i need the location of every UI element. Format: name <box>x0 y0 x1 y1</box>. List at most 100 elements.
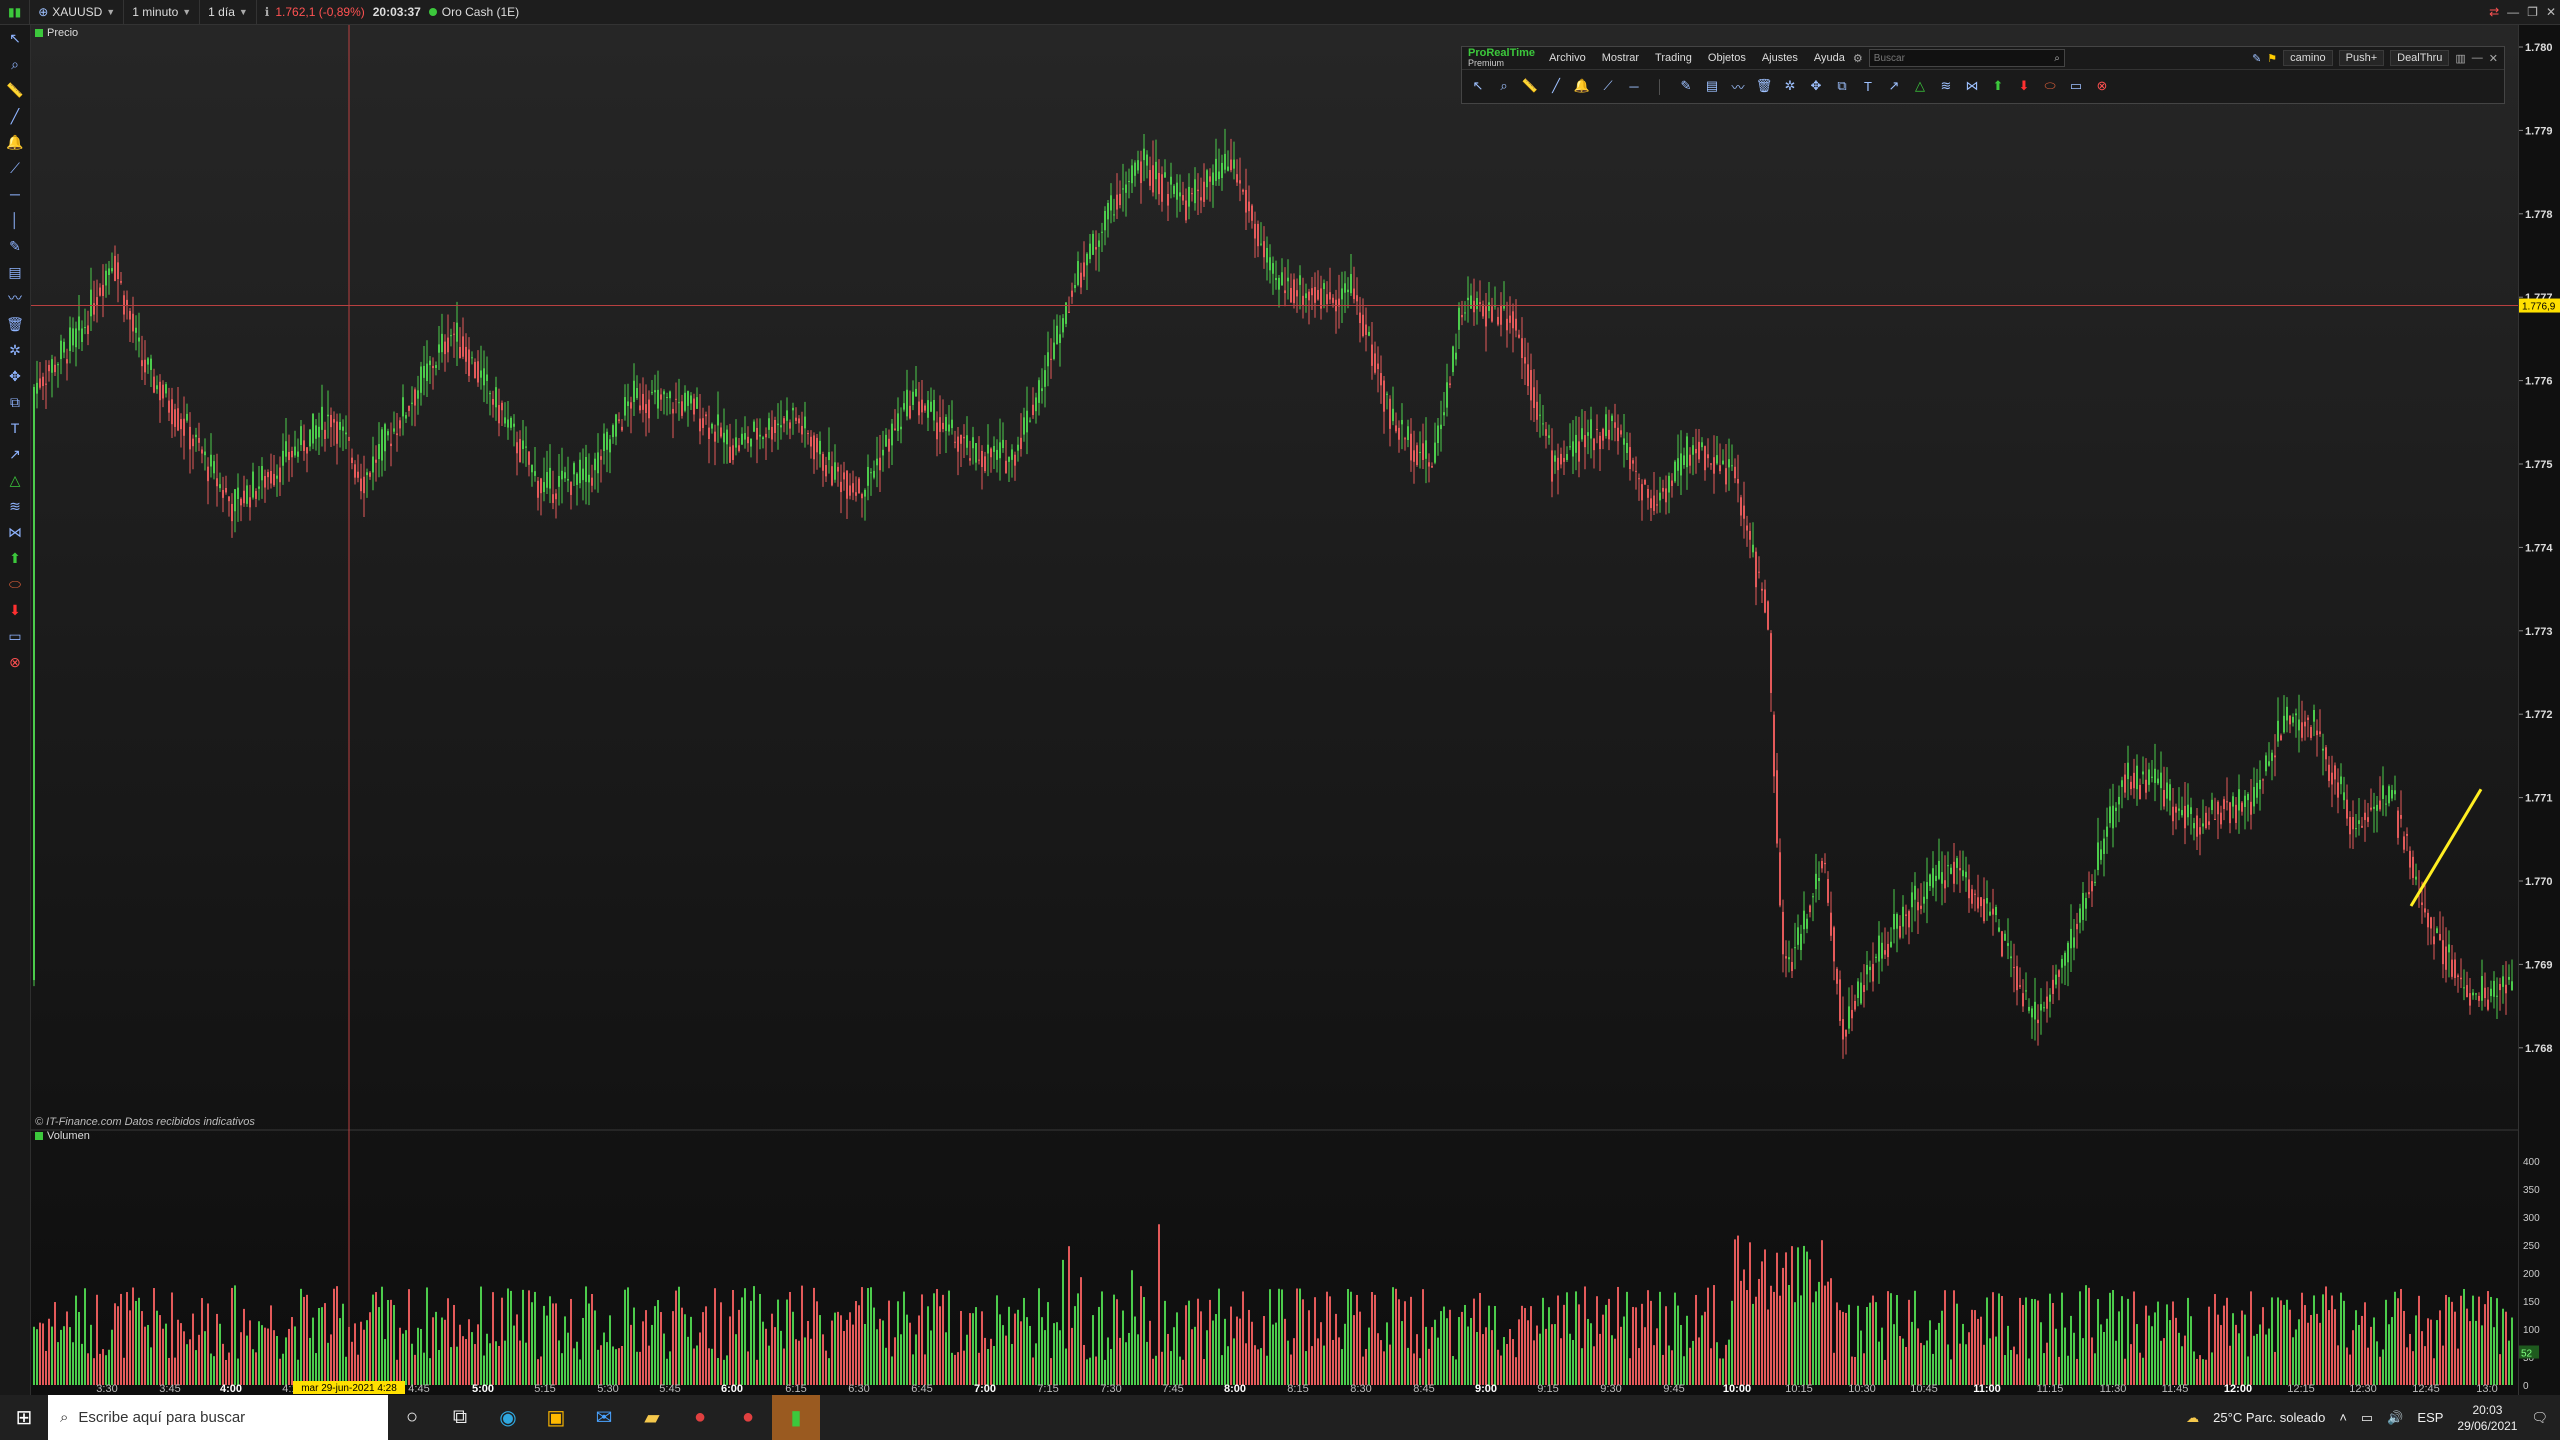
text-icon[interactable]: T <box>10 420 20 436</box>
candlestick-chart[interactable]: 3:303:454:004:154:455:005:155:305:456:00… <box>31 25 2518 1395</box>
maximize-icon[interactable]: ❐ <box>2527 5 2538 19</box>
mail-icon[interactable]: ✉ <box>595 1407 613 1429</box>
wave-icon[interactable]: 〰 <box>8 290 22 306</box>
triangle-icon[interactable]: △ <box>9 471 21 488</box>
app-red-icon[interactable]: ● <box>693 1406 707 1428</box>
wave-icon[interactable]: 〰 <box>1731 79 1745 95</box>
chevron-up-icon[interactable]: ˄ <box>2339 1410 2347 1425</box>
clock[interactable]: 20:03 29/06/2021 <box>2457 1402 2518 1433</box>
candle <box>774 416 776 442</box>
price-axis[interactable]: 1.780 1.779 1.778 1.777 1.776 1.775 1.774 1.773… <box>2518 25 2560 1395</box>
fibonacci-icon[interactable]: ≋ <box>1940 78 1952 93</box>
camino-button[interactable]: camino <box>2283 50 2333 66</box>
text-icon[interactable]: T <box>1864 78 1872 94</box>
alert-bell-icon[interactable]: 🔔 <box>6 133 24 150</box>
indicator-icon[interactable]: ▤ <box>8 263 22 280</box>
candle <box>2472 988 2474 1000</box>
search-input[interactable]: Buscar ⌕ <box>1868 49 2065 67</box>
range-selector[interactable]: 1 día ▼ <box>200 0 257 24</box>
chart-edit-icon[interactable]: ✎ <box>2252 52 2262 65</box>
fibonacci-icon[interactable]: ≋ <box>9 497 21 514</box>
windows-start-icon[interactable]: ⊞ <box>15 1407 33 1429</box>
file-explorer-icon[interactable]: ▰ <box>644 1407 660 1429</box>
channel-icon[interactable]: ⋈ <box>1965 78 1979 93</box>
arrow-icon[interactable]: ↗ <box>9 445 21 462</box>
zoom-icon[interactable]: ⌕ <box>1500 78 1508 93</box>
sell-arrow-icon[interactable]: ⬇ <box>2018 78 2030 93</box>
edge-browser-icon[interactable]: ◉ <box>499 1407 517 1429</box>
horizontal-line-icon[interactable]: ─ <box>10 186 20 202</box>
menu-ajustes[interactable]: Ajustes <box>1761 52 1798 64</box>
task-view-icon[interactable]: ⧉ <box>452 1406 468 1428</box>
ellipse-icon[interactable]: ⬭ <box>9 575 21 592</box>
menu-archivo[interactable]: Archivo <box>1549 52 1586 64</box>
volume-panel-label[interactable]: Volumen <box>35 1130 90 1142</box>
trash-icon[interactable]: 🗑 <box>1755 78 1773 93</box>
ruler-icon[interactable]: 📏 <box>1521 78 1539 93</box>
timeframe-selector[interactable]: 1 minuto ▼ <box>124 0 201 24</box>
network-icon[interactable]: ▭ <box>2360 1409 2374 1425</box>
buy-arrow-icon[interactable]: ⬆ <box>1992 78 2004 93</box>
minimize-icon[interactable]: — <box>2507 5 2520 19</box>
language-indicator[interactable]: ESP <box>2417 1410 2444 1425</box>
line-icon[interactable]: ╱ <box>1552 78 1560 93</box>
app-icon[interactable]: ▮▮ <box>0 0 31 24</box>
menu-objetos[interactable]: Objetos <box>1707 52 1746 64</box>
settings-icon[interactable]: ⚙ <box>1852 52 1863 65</box>
copy-icon[interactable]: ⧉ <box>1837 78 1847 93</box>
weather-text[interactable]: 25°C Parc. soleado <box>2213 1410 2326 1425</box>
gear-icon[interactable]: ✲ <box>9 341 21 358</box>
zoom-icon[interactable]: ⌕ <box>11 55 19 72</box>
close-icon[interactable]: ✕ <box>2545 5 2556 19</box>
link-icon[interactable]: ⇄ <box>2489 5 2500 19</box>
alert-bell-icon[interactable]: 🔔 <box>1573 78 1591 93</box>
flag-icon[interactable]: ⚑ <box>2267 52 2278 65</box>
delete-all-icon[interactable]: ⊗ <box>2096 78 2108 93</box>
layout-icon[interactable]: ▥ <box>2455 52 2466 65</box>
store-icon[interactable]: ▣ <box>546 1407 566 1429</box>
triangle-icon[interactable]: △ <box>1915 78 1925 93</box>
cursor-icon[interactable]: ↖ <box>9 29 21 46</box>
yellow-trendline[interactable] <box>2409 788 2483 907</box>
pencil-icon[interactable]: ✎ <box>9 237 21 254</box>
chart-area[interactable]: Precio Volumen 3:303:454:004:154:455:005… <box>31 25 2518 1395</box>
indicator-icon[interactable]: ▤ <box>1705 78 1719 93</box>
dealthru-button[interactable]: DealThru <box>2390 50 2450 66</box>
segment-icon[interactable]: ⟋ <box>10 159 20 176</box>
sell-arrow-icon[interactable]: ⬇ <box>9 601 21 618</box>
horizontal-line-icon[interactable]: ─ <box>1629 78 1639 94</box>
delete-all-icon[interactable]: ⊗ <box>9 653 21 670</box>
menu-mostrar[interactable]: Mostrar <box>1601 52 1640 64</box>
rectangle-icon[interactable]: ▭ <box>2069 78 2083 93</box>
buy-arrow-icon[interactable]: ⬆ <box>9 549 21 566</box>
rectangle-icon[interactable]: ▭ <box>8 627 22 644</box>
ruler-icon[interactable]: 📏 <box>6 81 24 98</box>
trash-icon[interactable]: 🗑 <box>6 315 24 332</box>
push-button[interactable]: Push+ <box>2338 50 2385 66</box>
volume-bar <box>2004 1355 2006 1385</box>
minimize-icon[interactable]: — <box>2471 52 2483 64</box>
menu-ayuda[interactable]: Ayuda <box>1813 52 1845 64</box>
move-icon[interactable]: ✥ <box>9 367 21 384</box>
cursor-icon[interactable]: ↖ <box>1472 78 1484 93</box>
pencil-icon[interactable]: ✎ <box>1680 78 1692 93</box>
volume-icon[interactable]: 🔊 <box>2387 1409 2404 1425</box>
arrow-icon[interactable]: ↗ <box>1888 78 1900 93</box>
segment-icon[interactable]: ⟋ <box>1603 78 1613 93</box>
cortana-icon[interactable]: ○ <box>405 1406 419 1428</box>
app-multi-icon[interactable]: ● <box>741 1406 755 1428</box>
menu-trading[interactable]: Trading <box>1655 52 1692 64</box>
prorealtime-taskbar-icon[interactable]: ▮ <box>772 1395 820 1440</box>
symbol-selector[interactable]: ⊕ XAUUSD ▼ <box>30 0 125 24</box>
ellipse-icon[interactable]: ⬭ <box>2044 78 2056 93</box>
notifications-icon[interactable]: 🗨 <box>2531 1409 2548 1425</box>
channel-icon[interactable]: ⋈ <box>8 523 22 540</box>
move-icon[interactable]: ✥ <box>1810 78 1822 93</box>
taskbar-search-input[interactable]: ⌕ Escribe aquí para buscar <box>48 1395 388 1440</box>
vertical-line-icon[interactable]: │ <box>10 212 20 228</box>
gear-icon[interactable]: ✲ <box>1784 78 1796 93</box>
copy-icon[interactable]: ⧉ <box>10 393 20 410</box>
price-panel-label[interactable]: Precio <box>35 27 78 39</box>
line-icon[interactable]: ╱ <box>10 107 20 124</box>
close-icon[interactable]: ✕ <box>2488 52 2498 65</box>
